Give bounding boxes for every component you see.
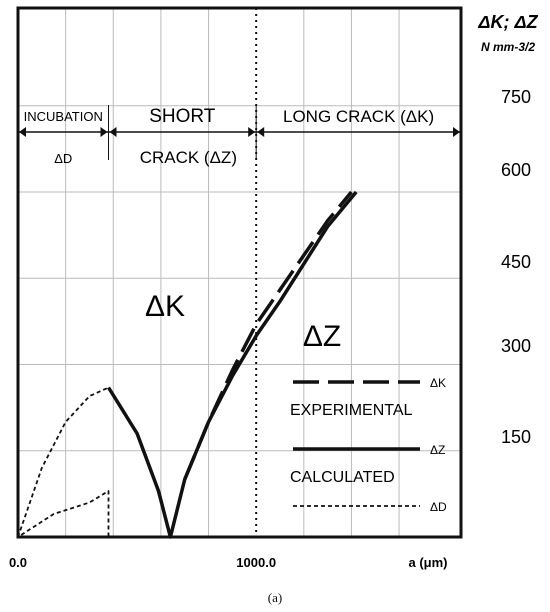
y-tick-label: 450 <box>501 252 531 272</box>
region-label-short: SHORT <box>149 106 216 127</box>
annotation-delta-z: ΔZ <box>303 320 341 353</box>
x-tick-label: 1000.0 <box>236 555 276 570</box>
figure-caption: (a) <box>267 590 283 605</box>
y-tick-label: 150 <box>501 427 531 447</box>
plot-frame <box>16 6 463 539</box>
series-line-dotted-2 <box>17 386 109 538</box>
arrowhead <box>257 127 265 137</box>
legend-caption: CALCULATED <box>290 469 395 486</box>
legend-caption: EXPERIMENTAL <box>290 402 413 419</box>
y-tick-label: 750 <box>501 87 531 107</box>
series-line-dotted-3 <box>17 490 110 538</box>
region-sub-incubation: ΔD <box>54 151 72 166</box>
arrowhead <box>109 127 117 137</box>
y-axis-title: ΔK; ΔZ <box>477 12 538 32</box>
y-tick-label: 600 <box>501 160 531 180</box>
arrowhead <box>248 127 256 137</box>
annotation-delta-k: ΔK <box>145 290 185 323</box>
arrowhead <box>19 127 26 137</box>
arrowhead <box>100 127 108 137</box>
legend-symbol: ΔD <box>430 500 447 514</box>
x-tick-label: 0.0 <box>9 555 27 570</box>
series-line-solid-1 <box>107 190 358 539</box>
y-tick-label: 300 <box>501 336 531 356</box>
legend-symbol: ΔK <box>430 376 446 390</box>
x-axis-unit: a (μm) <box>408 555 447 570</box>
legend-symbol: ΔZ <box>430 443 445 457</box>
arrowhead <box>453 127 460 137</box>
region-label-long: LONG CRACK (ΔK) <box>283 107 434 126</box>
region-sub-short: CRACK (ΔZ) <box>140 148 237 167</box>
region-label-incubation: INCUBATION <box>24 109 103 124</box>
y-axis-unit: N mm-3/2 <box>481 40 535 54</box>
